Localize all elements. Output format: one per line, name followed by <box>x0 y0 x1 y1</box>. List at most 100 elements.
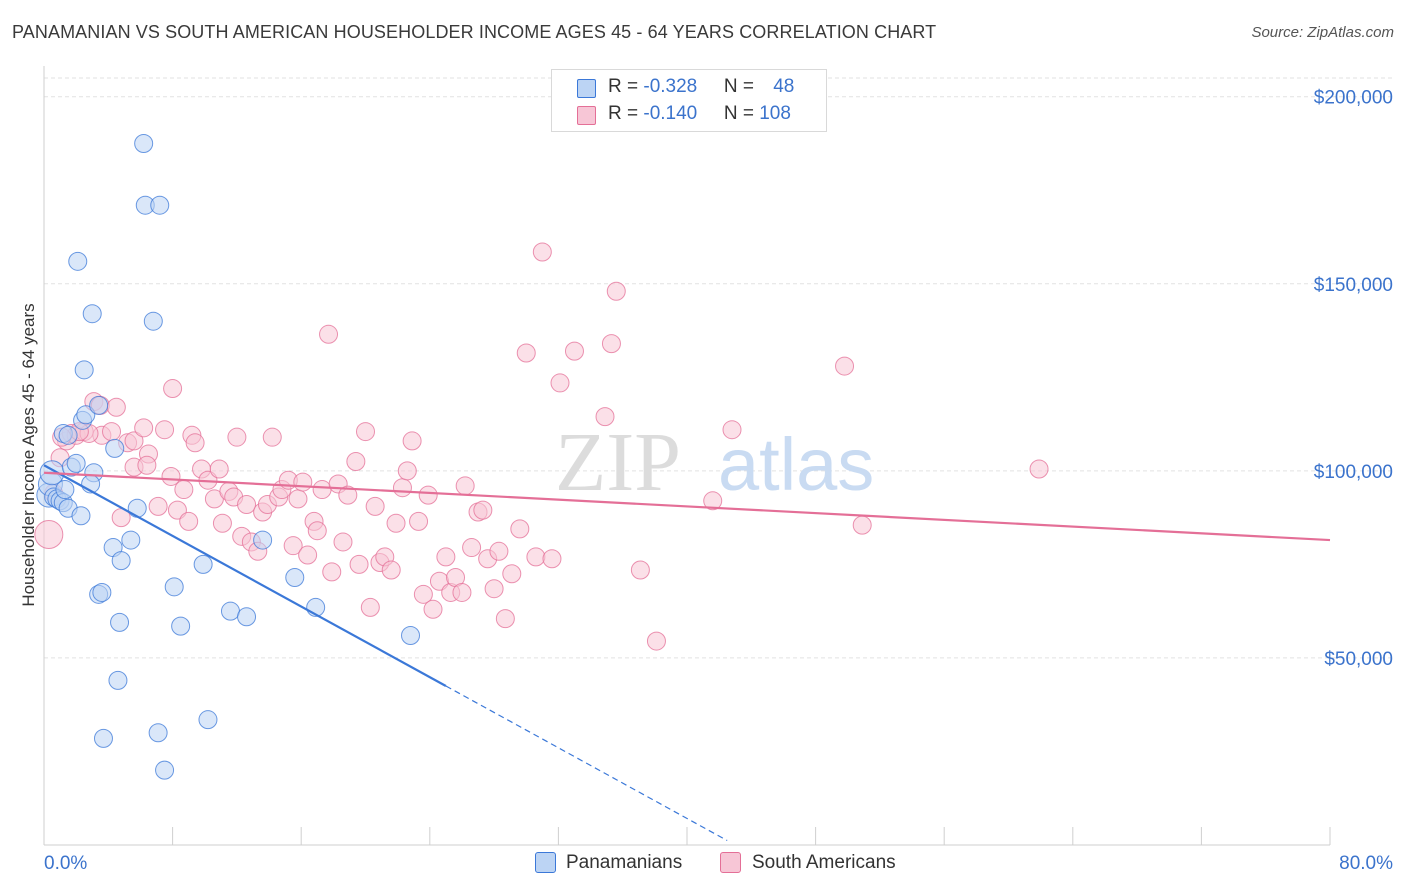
legend-label-south-americans: South Americans <box>752 852 896 873</box>
r-value: -0.140 <box>643 103 698 124</box>
axes <box>43 66 1331 846</box>
trend-line-panamanians <box>43 464 447 687</box>
point-south-american <box>148 496 168 516</box>
point-south-american <box>630 560 650 580</box>
point-south-american <box>542 549 562 569</box>
point-south-american <box>365 496 385 516</box>
point-south-american <box>262 427 282 447</box>
point-south-american <box>550 373 570 393</box>
point-panamanian <box>111 551 131 571</box>
point-south-american <box>473 500 493 520</box>
point-panamanian <box>134 133 154 153</box>
tick-labels: $50,000 $100,000 $150,000 $200,000 0.0% 80.0% <box>44 88 1393 874</box>
legend-swatch-panamanians <box>535 852 556 873</box>
point-panamanian <box>171 616 191 636</box>
point-south-american <box>606 281 626 301</box>
point-south-american <box>312 480 332 500</box>
point-south-american <box>322 562 342 582</box>
point-south-american <box>409 511 429 531</box>
watermark-atlas: atlas <box>718 423 874 506</box>
point-panamanian <box>121 530 141 550</box>
watermark: ZIP atlas <box>555 416 874 509</box>
point-south-american <box>502 564 522 584</box>
trend-line-panamanians-extension <box>445 685 728 842</box>
point-panamanian <box>220 601 240 621</box>
point-south-american <box>167 500 187 520</box>
point-panamanian <box>68 251 88 271</box>
point-panamanian <box>92 582 112 602</box>
point-south-american <box>298 545 318 565</box>
legend-swatch-south-americans <box>720 852 741 873</box>
source-label: Source: ZipAtlas.com <box>1251 24 1394 41</box>
point-panamanian <box>127 498 147 518</box>
point-panamanian <box>66 453 86 473</box>
chart-title: PANAMANIAN VS SOUTH AMERICAN HOUSEHOLDER… <box>12 22 937 42</box>
point-south-american <box>510 519 530 539</box>
x-tick-label: 80.0% <box>1339 853 1393 874</box>
point-south-american <box>209 459 229 479</box>
point-south-american <box>346 452 366 471</box>
watermark-zip: ZIP <box>555 416 681 509</box>
n-value: 48 <box>773 76 795 97</box>
y-tick-label: $200,000 <box>1314 88 1393 109</box>
point-south-american <box>319 324 339 344</box>
point-panamanian <box>89 395 109 415</box>
point-south-american <box>174 480 194 500</box>
point-panamanian <box>285 567 305 587</box>
point-panamanian <box>110 612 130 632</box>
point-south-american <box>381 560 401 580</box>
point-panamanian <box>148 723 168 743</box>
point-south-american <box>293 472 313 492</box>
point-south-american <box>338 485 358 505</box>
point-south-american <box>484 579 504 599</box>
point-panamanian <box>74 360 94 380</box>
point-panamanian <box>55 480 75 500</box>
point-south-american <box>102 422 122 442</box>
point-south-american <box>124 431 144 451</box>
point-south-american <box>532 242 552 262</box>
r-value: -0.328 <box>643 76 698 97</box>
point-panamanian <box>93 728 113 748</box>
point-south-american <box>163 379 183 399</box>
point-south-american <box>283 536 303 556</box>
point-south-american <box>161 466 181 486</box>
point-south-american <box>134 418 154 438</box>
y-tick-label: $150,000 <box>1314 275 1393 296</box>
point-south-american <box>646 631 666 651</box>
point-panamanian <box>150 195 170 215</box>
point-panamanian <box>237 607 257 627</box>
point-south-american <box>516 343 536 363</box>
point-south-american <box>307 521 327 541</box>
point-south-american <box>418 485 438 505</box>
point-south-american <box>356 422 375 442</box>
pink-swatch <box>577 106 596 125</box>
gridlines <box>44 77 1395 659</box>
point-south-american <box>179 511 199 531</box>
point-south-american <box>34 519 64 549</box>
point-south-american <box>212 513 232 533</box>
stats-row-south-americans: R = -0.140 N = 108 <box>552 101 826 127</box>
point-panamanian <box>401 625 421 645</box>
series-legend: Panamanians South Americans <box>0 850 1406 880</box>
n-value: 108 <box>759 103 791 124</box>
point-south-american <box>489 541 509 561</box>
point-south-american <box>703 491 723 511</box>
point-panamanian <box>105 438 125 458</box>
stats-legend: R = -0.328 N = 48 R = -0.140 N = 108 <box>551 69 827 132</box>
point-panamanian <box>253 530 273 550</box>
legend-label-panamanians: Panamanians <box>566 852 683 873</box>
point-panamanian <box>164 577 184 597</box>
point-south-american <box>455 476 475 496</box>
point-south-american <box>386 513 406 533</box>
point-south-american <box>137 455 157 475</box>
point-south-american <box>288 489 308 509</box>
point-south-american <box>333 532 353 552</box>
point-south-american <box>349 554 369 574</box>
n-label: N = <box>723 76 760 97</box>
point-panamanian <box>76 405 96 425</box>
point-south-american <box>360 597 380 617</box>
point-south-american <box>155 420 175 440</box>
x-tick-label: 0.0% <box>44 853 87 874</box>
point-south-american <box>402 431 422 451</box>
